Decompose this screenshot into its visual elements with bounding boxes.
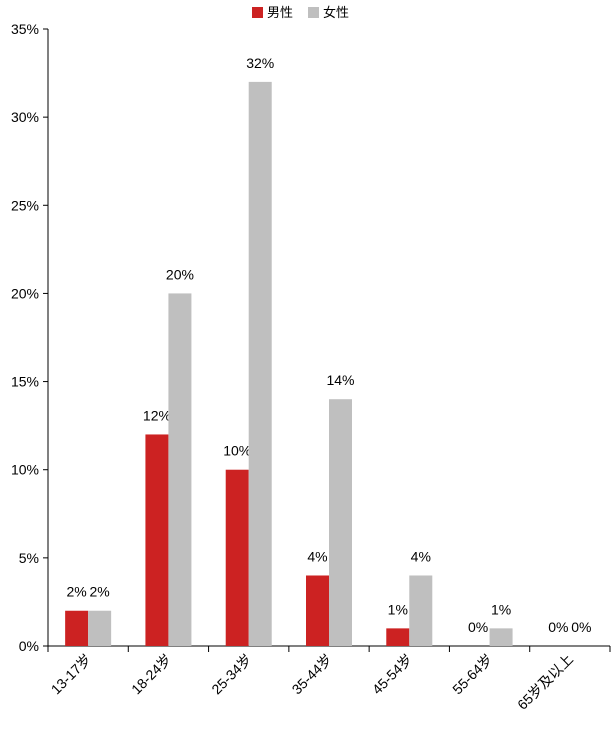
x-tick-label: 65岁及以上	[514, 651, 576, 713]
data-label: 14%	[326, 372, 354, 388]
data-label: 10%	[223, 443, 251, 459]
data-label: 1%	[491, 601, 511, 617]
bar	[88, 610, 112, 646]
x-tick-label: 35-44岁	[289, 651, 336, 698]
bar	[306, 575, 329, 646]
y-tick-label: 0%	[19, 638, 39, 654]
legend-swatch	[308, 7, 319, 18]
y-tick-label: 20%	[11, 285, 39, 301]
data-label: 32%	[246, 55, 274, 71]
data-label: 4%	[411, 548, 431, 564]
data-label: 20%	[166, 266, 194, 282]
y-tick-label: 35%	[11, 21, 39, 37]
y-tick-label: 10%	[11, 462, 39, 478]
bar	[225, 469, 249, 646]
bar	[168, 293, 192, 646]
bar	[145, 434, 169, 646]
data-label: 0%	[571, 619, 591, 635]
bar	[248, 81, 272, 646]
legend-swatch	[252, 7, 263, 18]
x-tick-label: 25-34岁	[208, 651, 255, 698]
bar	[386, 628, 410, 646]
data-label: 4%	[307, 548, 327, 564]
y-tick-label: 25%	[11, 197, 39, 213]
y-tick-label: 5%	[19, 550, 39, 566]
bar	[329, 399, 352, 646]
x-tick-label: 55-64岁	[449, 651, 496, 698]
bar	[65, 610, 89, 646]
data-label: 0%	[548, 619, 568, 635]
x-tick-label: 18-24岁	[128, 651, 175, 698]
data-label: 0%	[468, 619, 488, 635]
y-tick-label: 30%	[11, 109, 39, 125]
x-tick-label: 45-54岁	[369, 651, 416, 698]
data-label: 1%	[388, 601, 408, 617]
legend-label: 女性	[323, 5, 349, 20]
legend-label: 男性	[267, 5, 293, 20]
data-label: 2%	[90, 584, 110, 600]
bar	[409, 575, 433, 646]
x-tick-label: 13-17岁	[48, 651, 95, 698]
y-tick-label: 15%	[11, 374, 39, 390]
bar	[489, 628, 513, 646]
data-label: 12%	[143, 407, 171, 423]
data-label: 2%	[67, 584, 87, 600]
